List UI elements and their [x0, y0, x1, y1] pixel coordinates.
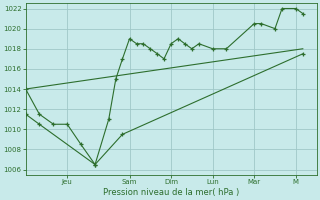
X-axis label: Pression niveau de la mer( hPa ): Pression niveau de la mer( hPa )	[103, 188, 239, 197]
